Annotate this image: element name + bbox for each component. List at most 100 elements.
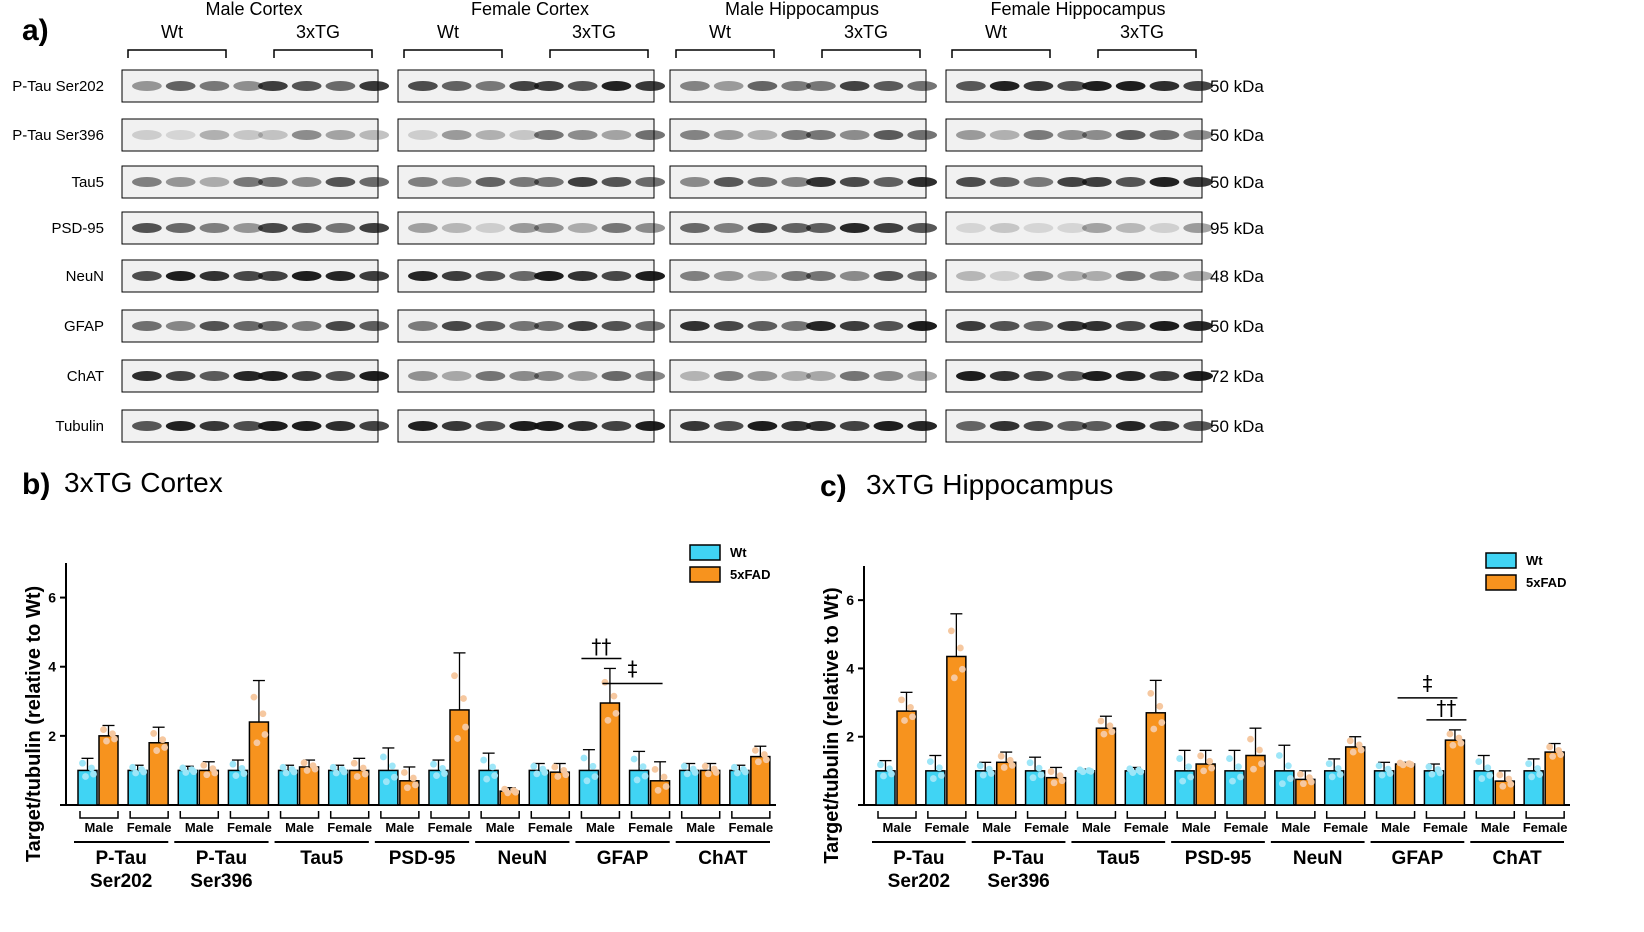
blot-band	[1082, 223, 1112, 233]
blot-band	[408, 177, 438, 187]
blot-band	[601, 130, 632, 140]
data-point	[909, 713, 916, 721]
blot-band	[601, 177, 632, 187]
data-point	[411, 781, 419, 789]
blot-band	[806, 271, 836, 281]
data-point	[641, 772, 649, 780]
blot-band	[839, 421, 870, 431]
blot-band	[956, 223, 986, 233]
blot-band	[680, 271, 710, 281]
sex-bracket	[580, 811, 621, 819]
sex-bracket	[1425, 811, 1466, 819]
data-point	[751, 746, 759, 754]
data-point	[1286, 775, 1294, 782]
blot-band	[781, 271, 812, 281]
data-point	[1006, 756, 1014, 764]
blot-band	[907, 130, 938, 140]
blot-band	[165, 223, 196, 233]
data-point	[1496, 771, 1504, 779]
blot-band	[441, 81, 472, 91]
blot-band	[567, 223, 598, 233]
data-point	[441, 770, 448, 777]
blot-wt-bracket	[127, 49, 227, 58]
data-point	[1035, 764, 1043, 772]
blot-band	[1149, 223, 1180, 233]
data-point	[660, 773, 668, 781]
blot-kda-label: 50 kDa	[1210, 77, 1264, 96]
blot-kda-label: 50 kDa	[1210, 126, 1264, 145]
data-point	[359, 764, 367, 772]
sex-label: Female	[227, 820, 272, 835]
chart-title: 3xTG Cortex	[64, 467, 223, 498]
data-point	[1525, 760, 1533, 768]
blot-band	[806, 421, 836, 431]
sex-label: Female	[924, 820, 969, 835]
data-point	[1087, 767, 1095, 775]
sex-bracket	[1226, 811, 1266, 819]
data-point	[259, 710, 267, 718]
data-point	[150, 730, 158, 737]
blot-band	[1057, 81, 1088, 91]
data-point	[935, 764, 943, 772]
blot-band	[567, 81, 598, 91]
data-point	[604, 716, 612, 724]
sex-label: Male	[185, 820, 214, 835]
blot-band	[132, 421, 162, 431]
blot-band	[1023, 371, 1054, 381]
blot-band	[747, 271, 778, 281]
blot-kda-label: 50 kDa	[1210, 317, 1264, 336]
data-point	[1247, 735, 1254, 743]
sex-bracket	[1126, 811, 1167, 819]
data-point	[1475, 758, 1483, 766]
blot-band	[408, 271, 438, 281]
data-point	[589, 762, 597, 770]
blot-band	[1023, 271, 1054, 281]
blot-band	[601, 321, 632, 331]
data-point	[583, 777, 591, 785]
data-point	[633, 776, 641, 784]
data-point	[1026, 759, 1034, 767]
blot-band	[1149, 321, 1180, 331]
data-point	[1446, 730, 1454, 738]
sex-bracket	[1276, 811, 1316, 819]
blot-band	[989, 321, 1020, 331]
blot-band	[258, 223, 288, 233]
data-point	[300, 759, 308, 767]
blot-band	[907, 371, 938, 381]
data-point	[1296, 770, 1304, 778]
blot-wt-label: Wt	[437, 22, 459, 42]
bar-5xfad	[1394, 763, 1416, 806]
blot-band	[635, 223, 666, 233]
data-point	[1299, 780, 1307, 788]
bar-wt	[1124, 770, 1146, 806]
blot-band	[635, 271, 666, 281]
blot-band	[839, 130, 870, 140]
data-point	[1008, 761, 1016, 769]
target-label: GFAP	[597, 848, 649, 869]
data-point	[1150, 725, 1158, 733]
data-point	[1557, 751, 1565, 759]
data-point	[200, 761, 208, 769]
blot-band	[1183, 130, 1214, 140]
data-point	[1375, 762, 1383, 770]
y-tick-label: 2	[48, 728, 56, 744]
data-point	[82, 773, 89, 780]
blot-band	[475, 271, 506, 281]
blot-row-label: PSD-95	[51, 220, 104, 237]
blot-band	[534, 130, 564, 140]
data-point	[1505, 775, 1513, 783]
blot-band	[233, 130, 264, 140]
blot-band	[291, 223, 322, 233]
blot-band	[1115, 321, 1146, 331]
blot-band	[1115, 81, 1146, 91]
blot-kda-label: 48 kDa	[1210, 267, 1264, 286]
blot-membrane	[945, 211, 1203, 245]
blot-band	[132, 371, 162, 381]
sex-label: Male	[686, 820, 715, 835]
sex-bracket	[1325, 811, 1366, 819]
blot-group-title: Female Hippocampus	[990, 0, 1165, 19]
blot-band	[291, 271, 322, 281]
data-point	[762, 756, 770, 764]
blot-band	[680, 321, 710, 331]
data-point	[680, 762, 688, 770]
